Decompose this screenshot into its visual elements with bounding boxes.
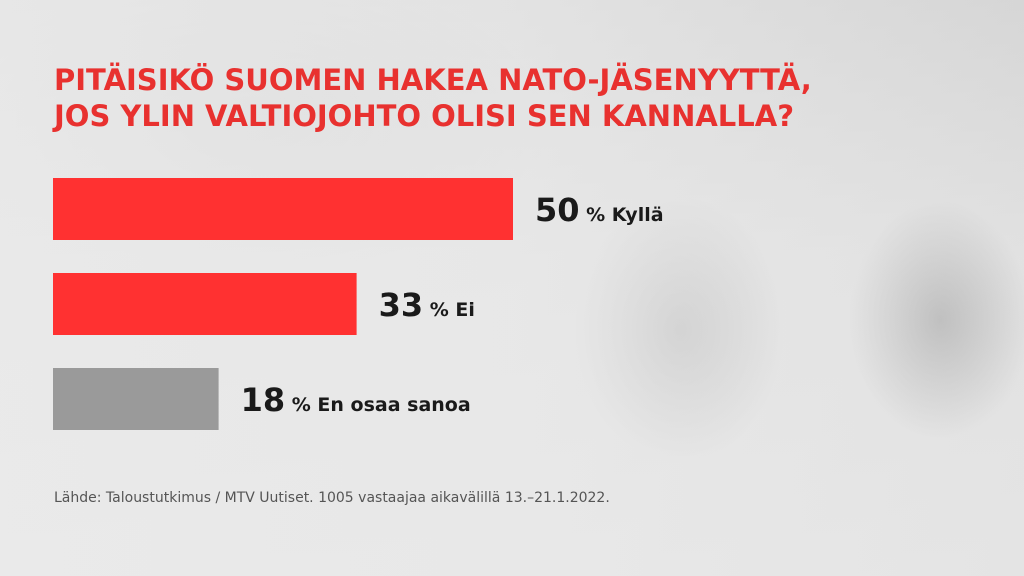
data-label-ei: 33 % Ei	[379, 286, 475, 324]
data-label-en-osaa-sanoa: 18 % En osaa sanoa	[241, 381, 471, 419]
bar-kyllä	[53, 178, 513, 240]
chart-title: PITÄISIKÖ SUOMEN HAKEA NATO-JÄSENYYTTÄ, …	[54, 62, 954, 134]
title-line-2: JOS YLIN VALTIOJOHTO OLISI SEN KANNALLA?	[54, 99, 795, 133]
bar-en-osaa-sanoa	[53, 368, 219, 430]
bar-ei	[53, 273, 357, 335]
title-line-1: PITÄISIKÖ SUOMEN HAKEA NATO-JÄSENYYTTÄ,	[54, 63, 812, 97]
source-note: Lähde: Taloustutkimus / MTV Uutiset. 100…	[54, 490, 610, 506]
data-label-kyllä: 50 % Kyllä	[535, 191, 664, 229]
